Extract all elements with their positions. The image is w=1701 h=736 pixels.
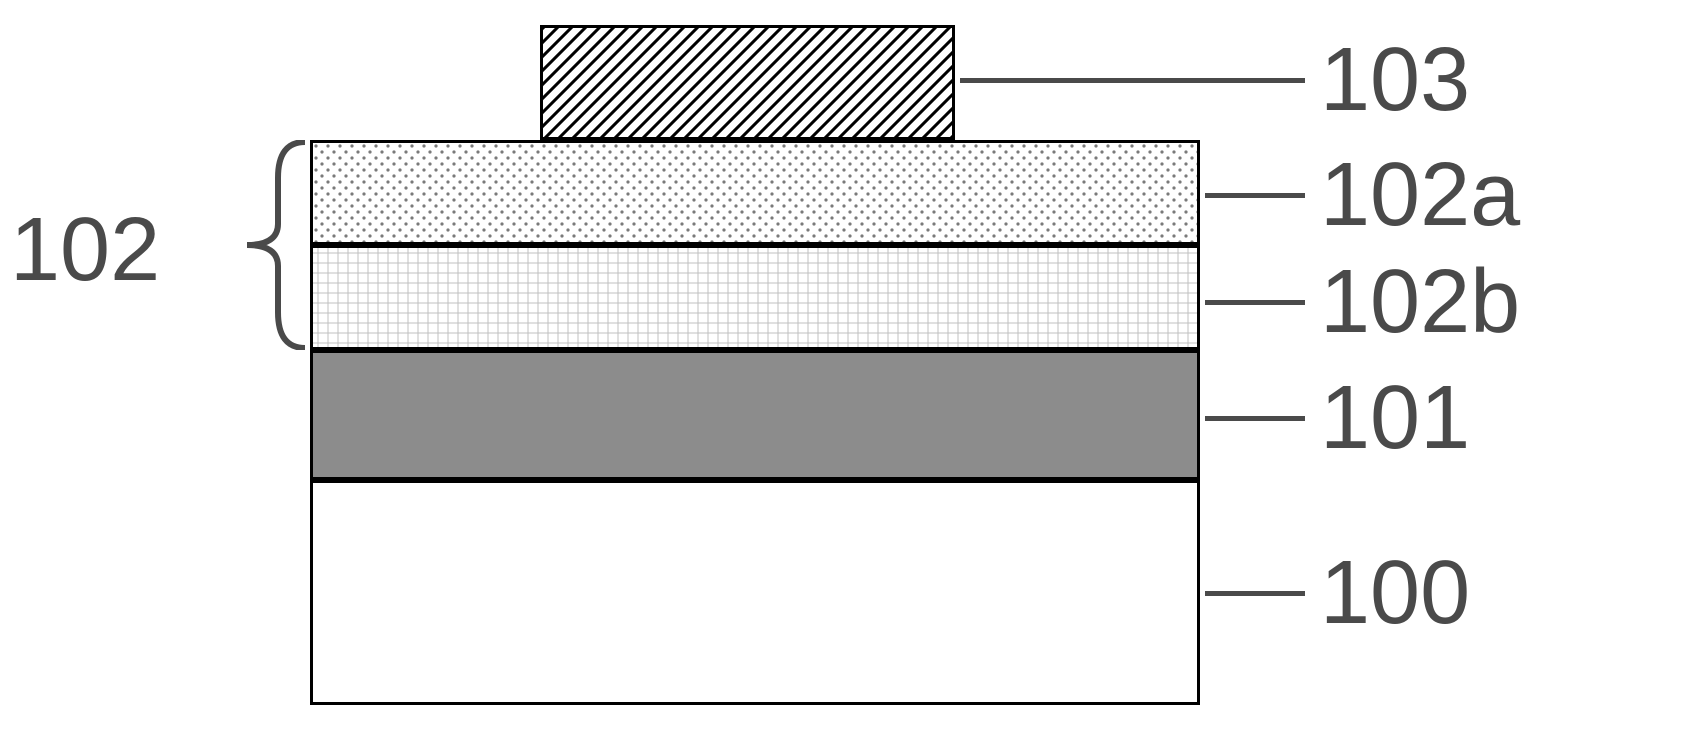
layer-102a bbox=[310, 140, 1200, 245]
layer-102b bbox=[310, 245, 1200, 350]
leader-103 bbox=[960, 78, 1305, 83]
label-102: 102 bbox=[10, 205, 160, 295]
layer-100 bbox=[310, 480, 1200, 705]
label-102b: 102b bbox=[1320, 257, 1520, 347]
label-101: 101 bbox=[1320, 373, 1470, 463]
leader-102b bbox=[1205, 300, 1305, 305]
layer-101 bbox=[310, 350, 1200, 480]
label-100: 100 bbox=[1320, 548, 1470, 638]
label-103: 103 bbox=[1320, 35, 1470, 125]
label-102a: 102a bbox=[1320, 150, 1520, 240]
brace-102 bbox=[245, 140, 305, 350]
leader-101 bbox=[1205, 416, 1305, 421]
diagram-stage: 103 102a 102b 101 100 102 bbox=[0, 0, 1701, 736]
leader-100 bbox=[1205, 591, 1305, 596]
leader-102a bbox=[1205, 193, 1305, 198]
layer-103 bbox=[540, 25, 955, 140]
